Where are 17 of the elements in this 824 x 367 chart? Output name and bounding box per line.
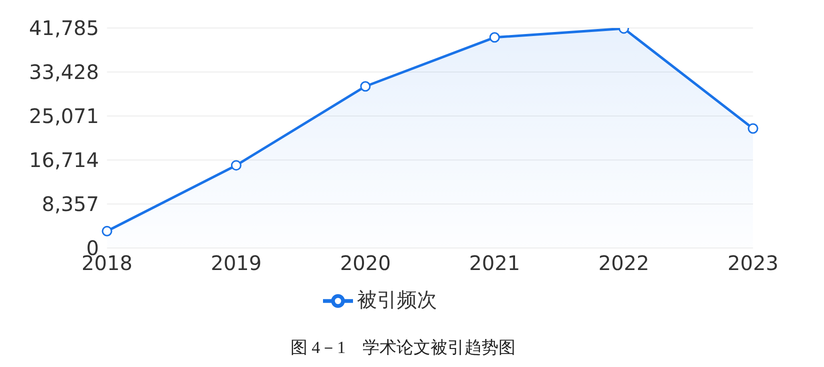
x-tick-label: 2022 — [598, 251, 650, 276]
point — [102, 226, 112, 236]
y-tick-label: 8,357 — [42, 192, 99, 216]
caption: 图 4－1 学术论文被引趋势图 — [289, 337, 517, 359]
point — [489, 32, 500, 43]
y-tick-label: 41,785 — [29, 16, 99, 40]
x-tick-label: 2019 — [210, 251, 262, 276]
y-tick-label: 33,428 — [29, 60, 99, 84]
y-tick-label: 25,071 — [29, 104, 99, 128]
x-tick-label: 2020 — [340, 251, 391, 276]
legend-label: 被引频次 — [357, 287, 437, 312]
point — [230, 160, 242, 171]
point — [748, 123, 758, 134]
x-tick-label: 2023 — [728, 251, 778, 276]
point — [360, 81, 371, 92]
y-tick-label: 16,714 — [29, 148, 99, 172]
x-tick-label: 2021 — [469, 251, 520, 276]
